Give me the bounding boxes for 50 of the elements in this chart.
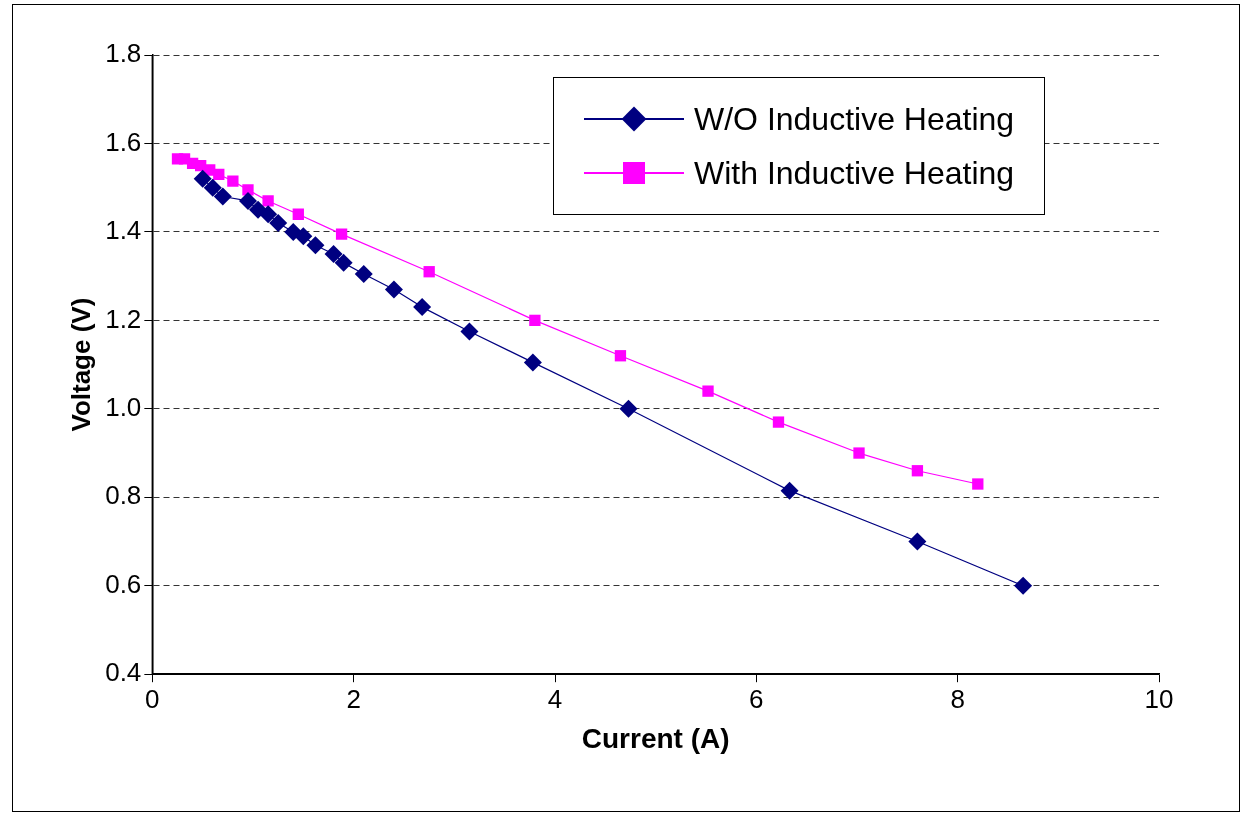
point: [259, 205, 278, 224]
point: [523, 353, 542, 372]
point: [619, 399, 638, 418]
legend-label: W/O Inductive Heating: [694, 100, 1015, 138]
point: [292, 208, 304, 220]
point: [614, 350, 627, 362]
point: [193, 169, 212, 188]
point: [324, 245, 343, 264]
x-tick-label: 4: [547, 683, 563, 714]
point: [1014, 576, 1033, 595]
point: [972, 478, 984, 490]
point: [772, 416, 785, 428]
x-tick-label: 0: [145, 683, 160, 714]
point: [294, 227, 313, 246]
point: [306, 236, 325, 255]
point: [354, 264, 373, 283]
point: [203, 178, 222, 197]
point: [911, 465, 924, 477]
x-axis-title: Current (A): [581, 722, 730, 754]
point: [780, 481, 799, 500]
point: [262, 195, 274, 207]
y-tick-label: 1.8: [105, 38, 142, 69]
point: [213, 187, 232, 206]
point: [334, 253, 353, 272]
y-tick-label: 1.4: [105, 215, 142, 246]
y-tick-label: 1.0: [105, 392, 142, 422]
y-tick-label: 0.4: [105, 657, 142, 688]
point: [335, 228, 348, 240]
point: [423, 266, 435, 278]
point: [227, 175, 239, 187]
point: [213, 168, 225, 181]
point: [529, 314, 541, 327]
x-tick-label: 2: [346, 683, 361, 714]
y-axis-title: Voltage (V): [65, 297, 96, 432]
point: [460, 322, 479, 341]
y-tick-label: 0.6: [105, 568, 142, 599]
point: [413, 298, 432, 317]
y-tick-label: 1.2: [105, 303, 142, 334]
x-tick-label: 6: [749, 683, 764, 714]
y-tick-label: 1.6: [105, 126, 142, 157]
point: [702, 385, 714, 397]
point: [908, 532, 927, 551]
x-tick-label: 8: [950, 683, 965, 714]
y-tick-label: 0.8: [105, 480, 142, 511]
point: [384, 280, 403, 299]
point: [269, 214, 288, 233]
x-tick-label: 10: [1144, 683, 1174, 714]
point: [853, 447, 865, 459]
legend-label: With Inductive Heating: [694, 154, 1015, 192]
point: [238, 191, 257, 210]
